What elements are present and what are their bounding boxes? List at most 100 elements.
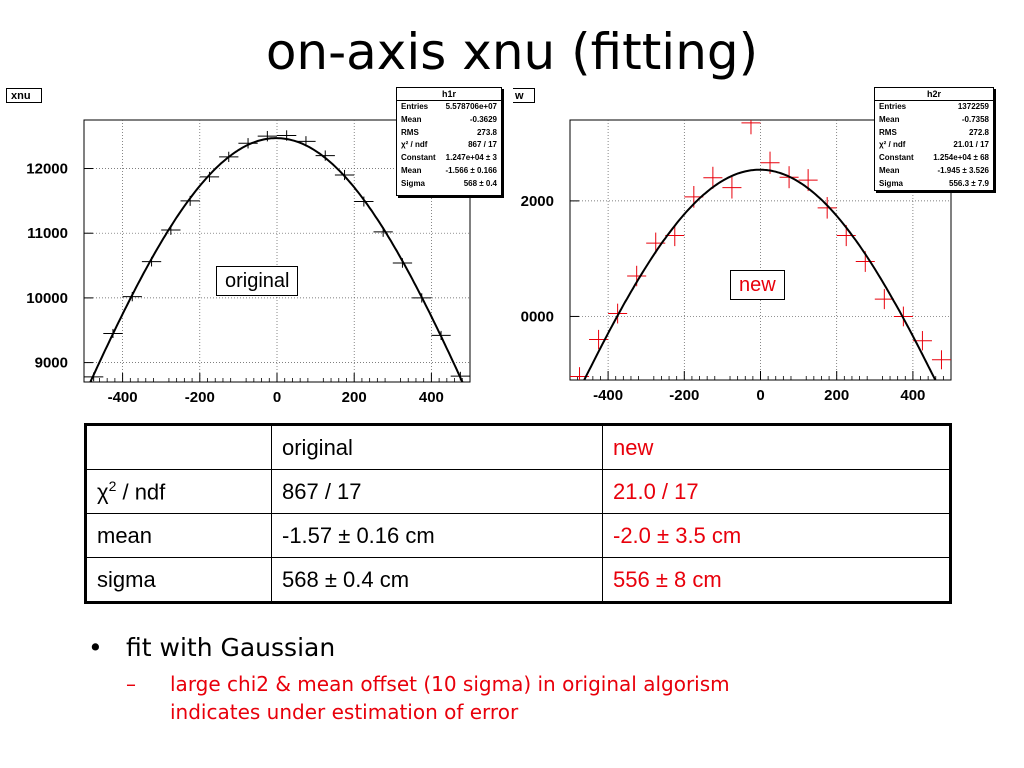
- data-point: [931, 350, 951, 370]
- row-label-sup: 2: [108, 477, 117, 494]
- original-value: 867 / 17: [271, 469, 603, 514]
- stats-key: Entries: [879, 102, 907, 111]
- stats-key: RMS: [401, 127, 419, 137]
- stats-value: 867 / 17: [468, 140, 497, 150]
- right-hist-tag: w: [513, 88, 535, 103]
- stats-value: -1.566 ± 0.166: [445, 165, 497, 175]
- table-row: mean -1.57 ± 0.16 cm -2.0 ± 3.5 cm: [85, 513, 951, 558]
- comparison-table: original new χ2 / ndf 867 / 17 21.0 / 17…: [84, 423, 952, 604]
- y-tick-label: 11000: [27, 225, 68, 242]
- row-label: χ2 / ndf: [85, 469, 272, 514]
- left-stats-row: Constant 1.247e+04 ± 3: [397, 152, 501, 165]
- left-plot-label: original: [216, 266, 299, 296]
- bullet-text: fit with Gaussian: [126, 633, 336, 662]
- new-value: 21.0 / 17: [602, 469, 951, 514]
- y-tick-label: 0000: [521, 308, 554, 325]
- new-value: -2.0 ± 3.5 cm: [602, 513, 951, 558]
- stats-key: Sigma: [401, 178, 426, 188]
- x-tick-label: -400: [108, 389, 138, 406]
- x-tick-label: 200: [824, 387, 849, 404]
- y-tick-label: 2000: [521, 193, 554, 210]
- stats-value: 21.01 / 17: [953, 140, 989, 150]
- data-point: [703, 166, 723, 189]
- stats-key: Mean: [879, 165, 900, 175]
- data-point: [238, 138, 258, 149]
- right-stats-row: Sigma 556.3 ± 7.9: [875, 178, 993, 191]
- data-series: [84, 130, 470, 382]
- bullet-item: • fit with Gaussian: [88, 630, 730, 666]
- x-tick-label: 0: [273, 389, 281, 406]
- table-header-cell: new: [602, 424, 951, 470]
- right-stats-row: RMS 272.8: [875, 127, 993, 140]
- stats-value: 272.8: [968, 127, 989, 137]
- right-stats-row: Entries 1372259: [875, 101, 993, 114]
- left-stats-row: Mean -0.3629: [397, 114, 501, 127]
- data-point: [741, 120, 761, 135]
- stats-key: χ² / ndf: [401, 140, 428, 150]
- left-stats-row: χ² / ndf 867 / 17: [397, 139, 501, 152]
- y-tick-label: 9000: [35, 355, 68, 372]
- sub-bullet-line: large chi2 & mean offset (10 sigma) in o…: [170, 672, 730, 696]
- stats-key: Constant: [401, 153, 436, 163]
- table-header-cell: original: [271, 424, 603, 470]
- y-tick-label: 10000: [26, 290, 68, 307]
- stats-key: Sigma: [879, 178, 904, 188]
- left-stats-box: h1r Entries 5.578706e+07 Mean -0.3629 RMS 273…: [396, 87, 502, 196]
- original-value: 568 ± 0.4 cm: [271, 557, 603, 603]
- x-tick-label: 0: [756, 387, 764, 404]
- right-plot-label: new: [730, 270, 785, 300]
- data-point: [817, 197, 837, 219]
- data-series: [570, 120, 951, 380]
- stats-value: 5.578706e+07: [445, 102, 497, 111]
- x-tick-label: -200: [669, 387, 699, 404]
- stats-key: χ² / ndf: [879, 140, 906, 150]
- left-hist-tag: xnu: [6, 88, 42, 103]
- right-histogram-plot: -400 -200 0 200 400 0000 2000: [521, 119, 952, 404]
- stats-key: Mean: [879, 114, 900, 124]
- row-label: mean: [85, 513, 272, 558]
- data-point: [874, 289, 894, 310]
- slide-title: on-axis xnu (fitting): [265, 23, 759, 81]
- data-point: [722, 176, 742, 199]
- right-stats-title: h2r: [875, 88, 993, 101]
- stats-value: 556.3 ± 7.9: [949, 178, 989, 188]
- stats-key: Mean: [401, 114, 422, 124]
- row-label: sigma: [85, 557, 272, 603]
- table-row: χ2 / ndf 867 / 17 21.0 / 17: [85, 469, 951, 514]
- sub-bullet-line: indicates under estimation of error: [170, 700, 519, 724]
- left-stats-row: Mean -1.566 ± 0.166: [397, 165, 501, 178]
- table-header-cell: [85, 424, 272, 470]
- right-stats-row: Constant 1.254e+04 ± 68: [875, 152, 993, 165]
- stats-value: -0.7358: [961, 114, 989, 124]
- gaussian-fit-curve: [89, 137, 464, 382]
- row-label-tail: / ndf: [116, 479, 166, 505]
- x-tick-label: 400: [900, 387, 925, 404]
- x-tick-label: -400: [593, 387, 623, 404]
- right-stats-row: Mean -1.945 ± 3.526: [875, 165, 993, 178]
- stats-value: 1372259: [957, 102, 989, 111]
- y-tick-label: 12000: [26, 161, 68, 178]
- table-header-row: original new: [85, 424, 951, 470]
- left-stats-title: h1r: [397, 88, 501, 101]
- x-tick-label: -200: [185, 389, 215, 406]
- new-value: 556 ± 8 cm: [602, 557, 951, 603]
- stats-value: 273.8: [476, 127, 497, 137]
- x-tick-label: 400: [419, 389, 444, 406]
- x-tick-label: 200: [342, 389, 367, 406]
- right-stats-box: h2r Entries 1372259 Mean -0.7358 RMS 272.8 χ² …: [874, 87, 994, 191]
- left-stats-row: Entries 5.578706e+07: [397, 101, 501, 114]
- stats-key: Entries: [401, 102, 429, 111]
- right-stats-row: Mean -0.7358: [875, 114, 993, 127]
- stats-key: Constant: [879, 153, 914, 163]
- left-stats-row: RMS 273.8: [397, 127, 501, 140]
- stats-key: RMS: [879, 127, 897, 137]
- original-value: -1.57 ± 0.16 cm: [271, 513, 603, 558]
- right-stats-row: χ² / ndf 21.01 / 17: [875, 139, 993, 152]
- table-row: sigma 568 ± 0.4 cm 556 ± 8 cm: [85, 557, 951, 603]
- bullet-list: • fit with Gaussian – large chi2 & mean …: [88, 630, 730, 726]
- sub-bullet-marker: –: [126, 672, 136, 696]
- stats-value: -0.3629: [469, 114, 497, 124]
- sub-bullet-item: – large chi2 & mean offset (10 sigma) in…: [126, 670, 730, 726]
- stats-value: 568 ± 0.4: [463, 178, 497, 188]
- gaussian-fit-curve: [583, 168, 937, 380]
